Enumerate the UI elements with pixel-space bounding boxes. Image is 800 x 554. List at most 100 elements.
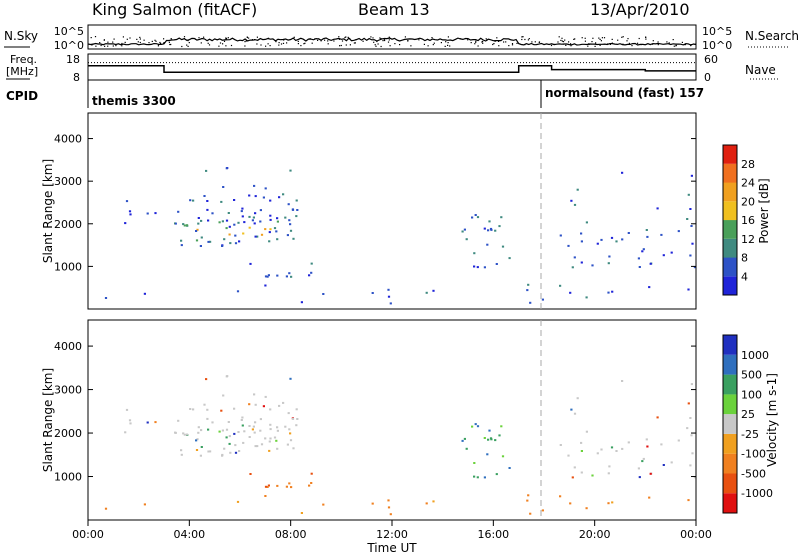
nsearch-point	[444, 45, 446, 47]
velocity-point	[465, 447, 468, 450]
power-point	[180, 244, 183, 247]
velocity-point	[252, 425, 255, 428]
velocity-point	[262, 405, 265, 408]
nsearch-point	[694, 43, 696, 45]
nsearch-point	[475, 40, 477, 42]
power-point	[253, 222, 256, 225]
nsearch-point	[286, 42, 288, 44]
nsearch-point	[225, 38, 227, 40]
nsearch-point	[225, 45, 227, 47]
nsearch-point	[124, 41, 126, 43]
power-point	[660, 233, 663, 236]
power-point	[229, 242, 232, 245]
velocity-point	[585, 430, 588, 433]
power-point	[559, 284, 562, 287]
velocity-point	[461, 439, 464, 442]
velocity-point	[621, 380, 624, 382]
nsearch-point	[94, 36, 97, 38]
nsearch-point	[219, 42, 222, 44]
velocity-point	[621, 447, 624, 450]
velocity-point	[471, 425, 474, 428]
power-point	[461, 230, 464, 233]
power-point	[264, 284, 267, 287]
power-point	[649, 262, 652, 265]
nsearch-point	[524, 44, 526, 46]
nsearch-point	[320, 40, 322, 42]
velocity-point	[225, 436, 228, 439]
x-tick-label: 12:00	[376, 528, 408, 541]
nsearch-point	[657, 44, 659, 46]
nsearch-point	[521, 38, 523, 41]
nsearch-point	[248, 37, 250, 39]
time-xlabel: Time UT	[366, 541, 417, 554]
velocity-point	[310, 482, 313, 484]
power-point	[259, 209, 262, 212]
power-point	[266, 275, 269, 278]
nsearch-point	[570, 45, 572, 47]
velocity-point	[295, 424, 298, 427]
nsearch-point	[122, 36, 124, 38]
velocity-point	[690, 434, 693, 437]
velocity-point	[218, 430, 221, 433]
nsearch-point	[622, 36, 624, 38]
velocity-point	[154, 421, 157, 424]
velocity-point	[570, 408, 573, 411]
power-colorbar-tick: 16	[741, 214, 755, 227]
power-colorbar-tick: 24	[741, 177, 755, 190]
nsearch-point	[498, 45, 500, 47]
velocity-point	[211, 421, 214, 424]
colorbar-segment	[723, 453, 737, 474]
velocity-point	[264, 485, 268, 488]
power-point	[206, 208, 209, 211]
nsearch-point	[163, 42, 165, 44]
nsearch-point	[267, 43, 269, 45]
nsearch-point	[345, 44, 347, 46]
velocity-point	[259, 429, 262, 432]
nsearch-point	[498, 40, 500, 42]
nsearch-point	[187, 40, 189, 42]
velocity-point	[254, 421, 257, 424]
velocity-point	[269, 428, 272, 431]
y-tick-label: 2000	[54, 427, 82, 440]
nsearch-point	[297, 43, 299, 45]
nsearch-point	[433, 42, 435, 44]
power-point	[273, 227, 277, 230]
nsearch-point	[558, 36, 560, 38]
power-point	[236, 290, 240, 293]
velocity-point	[649, 472, 652, 475]
nsearch-point	[522, 36, 524, 38]
nsearch-point	[203, 36, 205, 38]
power-point	[291, 208, 295, 211]
power-point	[205, 169, 208, 172]
colorbar-segment	[723, 145, 737, 164]
power-scatter	[104, 167, 696, 305]
power-point	[220, 200, 223, 203]
nsearch-point	[562, 41, 565, 43]
velocity-point	[268, 440, 271, 443]
velocity-point	[269, 423, 272, 426]
velocity-point	[637, 467, 640, 470]
nsearch-point	[652, 43, 654, 45]
velocity-point	[687, 402, 690, 405]
power-point	[687, 193, 690, 196]
nsearch-point	[508, 45, 510, 47]
power-colorbar-tick: 20	[741, 195, 755, 208]
nsearch-point	[256, 36, 258, 38]
power-point	[177, 210, 180, 213]
power-point	[689, 208, 692, 210]
nsearch-point	[383, 39, 385, 41]
nsearch-point	[194, 38, 196, 40]
velocity-point	[195, 439, 198, 442]
nsearch-point	[374, 44, 376, 46]
velocity-point	[228, 435, 231, 438]
nsearch-point	[568, 41, 570, 43]
nsearch-point	[601, 37, 603, 39]
y-tick-label: 3000	[54, 175, 82, 188]
nsearch-point	[265, 45, 267, 47]
nsearch-point	[481, 41, 483, 43]
nsearch-point	[297, 40, 299, 42]
nsearch-point	[565, 44, 567, 46]
velocity-point	[387, 499, 390, 502]
nsearch-point	[631, 45, 633, 47]
power-point	[225, 227, 228, 230]
